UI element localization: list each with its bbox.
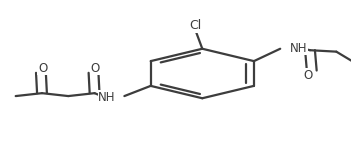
Text: O: O <box>304 69 313 82</box>
Text: O: O <box>91 62 100 75</box>
Text: Cl: Cl <box>189 19 201 32</box>
Text: NH: NH <box>290 41 308 55</box>
Text: O: O <box>38 62 47 75</box>
Text: NH: NH <box>98 91 115 104</box>
